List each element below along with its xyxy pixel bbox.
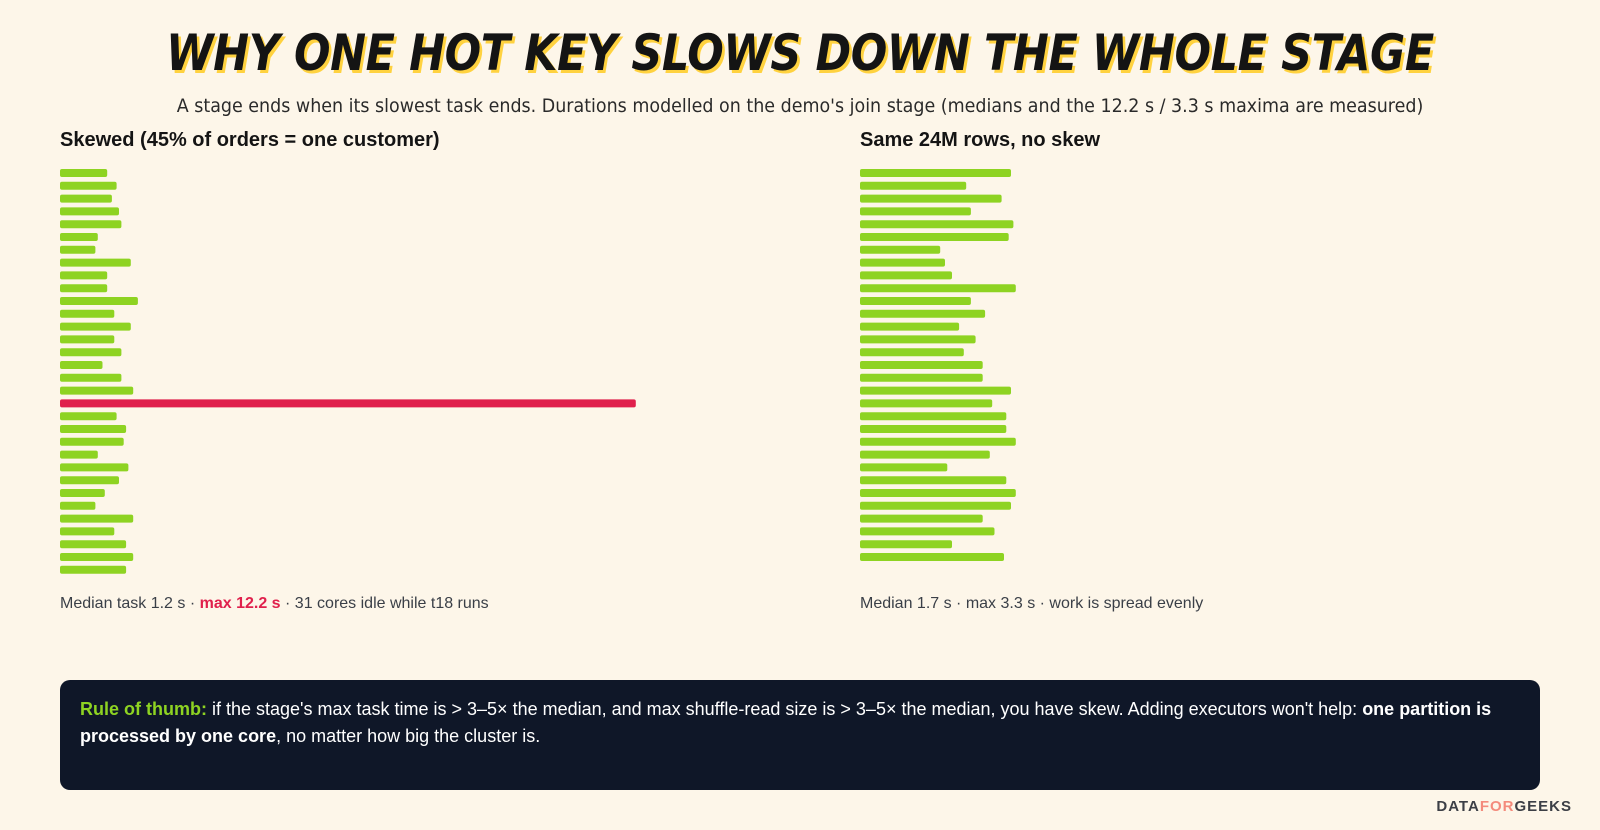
task-bar-9 <box>860 284 1016 293</box>
task-bar-16 <box>860 373 983 382</box>
task-bar-23 <box>860 463 948 472</box>
task-bar-2 <box>860 194 1002 203</box>
hot-task-bar-18 <box>60 399 636 408</box>
task-bar-29 <box>60 540 127 549</box>
task-bar-14 <box>60 348 122 357</box>
task-bar-9 <box>60 284 108 293</box>
brand-logo: DATAFORGEEKS <box>1436 798 1572 815</box>
skewed-panel-title: Skewed (45% of orders = one customer) <box>60 129 440 151</box>
task-bar-18 <box>860 399 993 408</box>
task-bar-7 <box>60 258 131 267</box>
task-bar-15 <box>60 361 103 369</box>
task-bar-21 <box>60 437 124 446</box>
task-bar-5 <box>860 233 1009 241</box>
even-panel: Same 24M rows, no skew Median 1.7 s · ma… <box>860 129 1560 619</box>
task-bar-5 <box>60 233 98 241</box>
task-bar-25 <box>860 489 1016 497</box>
task-bar-1 <box>60 181 117 190</box>
task-bar-14 <box>860 348 964 357</box>
task-bar-21 <box>860 437 1016 446</box>
task-bar-13 <box>60 335 115 344</box>
even-caption: Median 1.7 s · max 3.3 s · work is sprea… <box>860 595 1203 613</box>
task-bar-16 <box>60 373 122 382</box>
task-bar-20 <box>860 425 1007 433</box>
task-bar-29 <box>860 540 952 549</box>
task-bar-19 <box>860 412 1007 421</box>
callout-tail: , no matter how big the cluster is. <box>276 726 541 746</box>
task-bar-31 <box>60 565 127 574</box>
even-caption-text: Median 1.7 s · max 3.3 s · work is sprea… <box>860 595 1204 612</box>
page-subtitle: A stage ends when its slowest task ends.… <box>176 95 1424 117</box>
task-bar-4 <box>60 220 122 229</box>
task-bar-20 <box>60 425 127 433</box>
task-bar-1 <box>860 181 967 190</box>
task-bar-24 <box>860 476 1007 485</box>
task-bar-3 <box>60 207 119 216</box>
callout-lead: Rule of thumb: <box>80 699 207 719</box>
task-bar-28 <box>60 527 115 536</box>
task-bar-3 <box>860 207 971 216</box>
task-bar-28 <box>860 527 995 536</box>
task-bar-30 <box>860 553 1004 561</box>
task-bar-17 <box>860 386 1011 395</box>
task-bar-26 <box>860 501 1011 510</box>
skewed-panel: Skewed (45% of orders = one customer) Me… <box>60 129 760 619</box>
skewed-caption-suffix: · 31 cores idle while t18 runs <box>280 595 489 612</box>
task-bar-0 <box>60 169 108 177</box>
task-bar-27 <box>60 514 134 523</box>
skewed-bar-chart <box>60 169 636 574</box>
task-bar-27 <box>860 514 983 523</box>
brand-part-geeks: GEEKS <box>1514 798 1572 815</box>
even-panel-title: Same 24M rows, no skew <box>860 129 1101 151</box>
task-bar-7 <box>860 258 945 267</box>
task-bar-4 <box>860 220 1014 229</box>
task-bar-30 <box>60 553 134 561</box>
task-bar-2 <box>60 194 112 203</box>
brand-part-data: DATA <box>1436 798 1480 815</box>
task-bar-11 <box>60 309 115 318</box>
skewed-caption-max: max 12.2 s <box>199 595 281 612</box>
task-bar-25 <box>60 489 105 497</box>
task-bar-12 <box>60 322 131 331</box>
page-title: Why one hot key slows down the whole sta… <box>166 24 1434 82</box>
task-bar-15 <box>860 361 983 369</box>
task-bar-24 <box>60 476 119 485</box>
callout-text: if the stage's max task time is > 3–5× t… <box>206 699 1363 719</box>
task-bar-22 <box>860 450 990 459</box>
task-bar-8 <box>860 271 952 280</box>
skewed-caption-prefix: Median task 1.2 s · <box>60 595 200 612</box>
task-bar-11 <box>860 309 986 318</box>
even-bar-chart <box>860 169 1016 561</box>
task-bar-17 <box>60 386 134 395</box>
task-bar-23 <box>60 463 129 472</box>
callout-bold: one partition is processed by one core <box>80 699 1492 746</box>
task-bar-19 <box>60 412 117 421</box>
task-bar-10 <box>60 297 138 305</box>
task-bar-8 <box>60 271 108 280</box>
skewed-caption: Median task 1.2 s · max 12.2 s · 31 core… <box>60 595 489 613</box>
task-bar-26 <box>60 501 96 510</box>
task-bar-22 <box>60 450 98 459</box>
task-bar-12 <box>860 322 960 331</box>
brand-part-for: FOR <box>1479 798 1515 815</box>
task-bar-6 <box>860 245 941 254</box>
rule-of-thumb-callout: Rule of thumb: if the stage's max task t… <box>60 680 1540 790</box>
task-bar-0 <box>860 169 1011 177</box>
task-bar-10 <box>860 297 971 305</box>
task-bar-6 <box>60 245 96 254</box>
task-bar-13 <box>860 335 976 344</box>
